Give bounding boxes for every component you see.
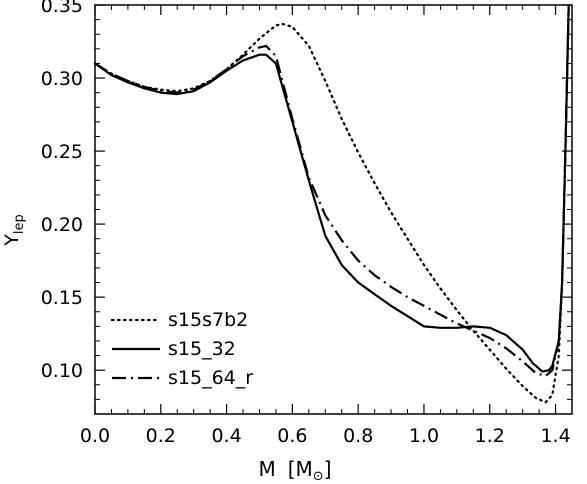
series-line-s15s7b2 [93,3,570,404]
legend-label-s15_64_r: s15_64_r [168,367,253,389]
x-axis-label-unit-close: ] [324,457,332,481]
y-axis-label-sub: lep [12,214,27,234]
x-axis-label: M [M⊙] [258,457,331,484]
x-tick-label-4: 0.8 [343,425,373,447]
x-tick-label-7: 1.4 [540,425,570,447]
ticks-layer: 0.0 0.2 0.4 0.6 0.8 1.0 1.2 1.4 0.10 0.15 0.20 0.25… [41,0,572,447]
y-tick-label-4: 0.30 [41,68,83,90]
x-tick-label-6: 1.2 [475,425,505,447]
series-line-s15_64_r [94,4,570,378]
series-line-s15_32 [94,4,570,373]
x-axis-label-main: M [258,457,275,481]
x-tick-label-3: 0.6 [277,425,307,447]
x-tick-label-5: 1.0 [409,425,439,447]
y-tick-label-1: 0.15 [41,287,83,309]
y-tick-label-2: 0.20 [41,214,83,236]
legend-label-s15_32: s15_32 [168,338,236,360]
x-tick-label-1: 0.2 [146,425,176,447]
y-tick-label-0: 0.10 [41,360,83,382]
y-axis-label-main: Y [1,234,23,247]
x-axis-label-unit-open: [M [288,457,313,481]
plot-frame [94,4,573,415]
x-tick-label-2: 0.4 [211,425,241,447]
y-tick-label-3: 0.25 [41,141,83,163]
y-axis-label: Ylep [1,214,27,246]
series-layer [93,3,570,404]
y-tick-label-5: 0.35 [41,0,83,17]
x-axis-label-unit-symbol: ⊙ [313,469,324,484]
x-tick-label-0: 0.0 [80,425,110,447]
legend-label-s15s7b2: s15s7b2 [168,309,248,331]
svg-text:Ylep: Ylep [1,214,27,246]
legend: s15s7b2 s15_32 s15_64_r [110,309,253,389]
